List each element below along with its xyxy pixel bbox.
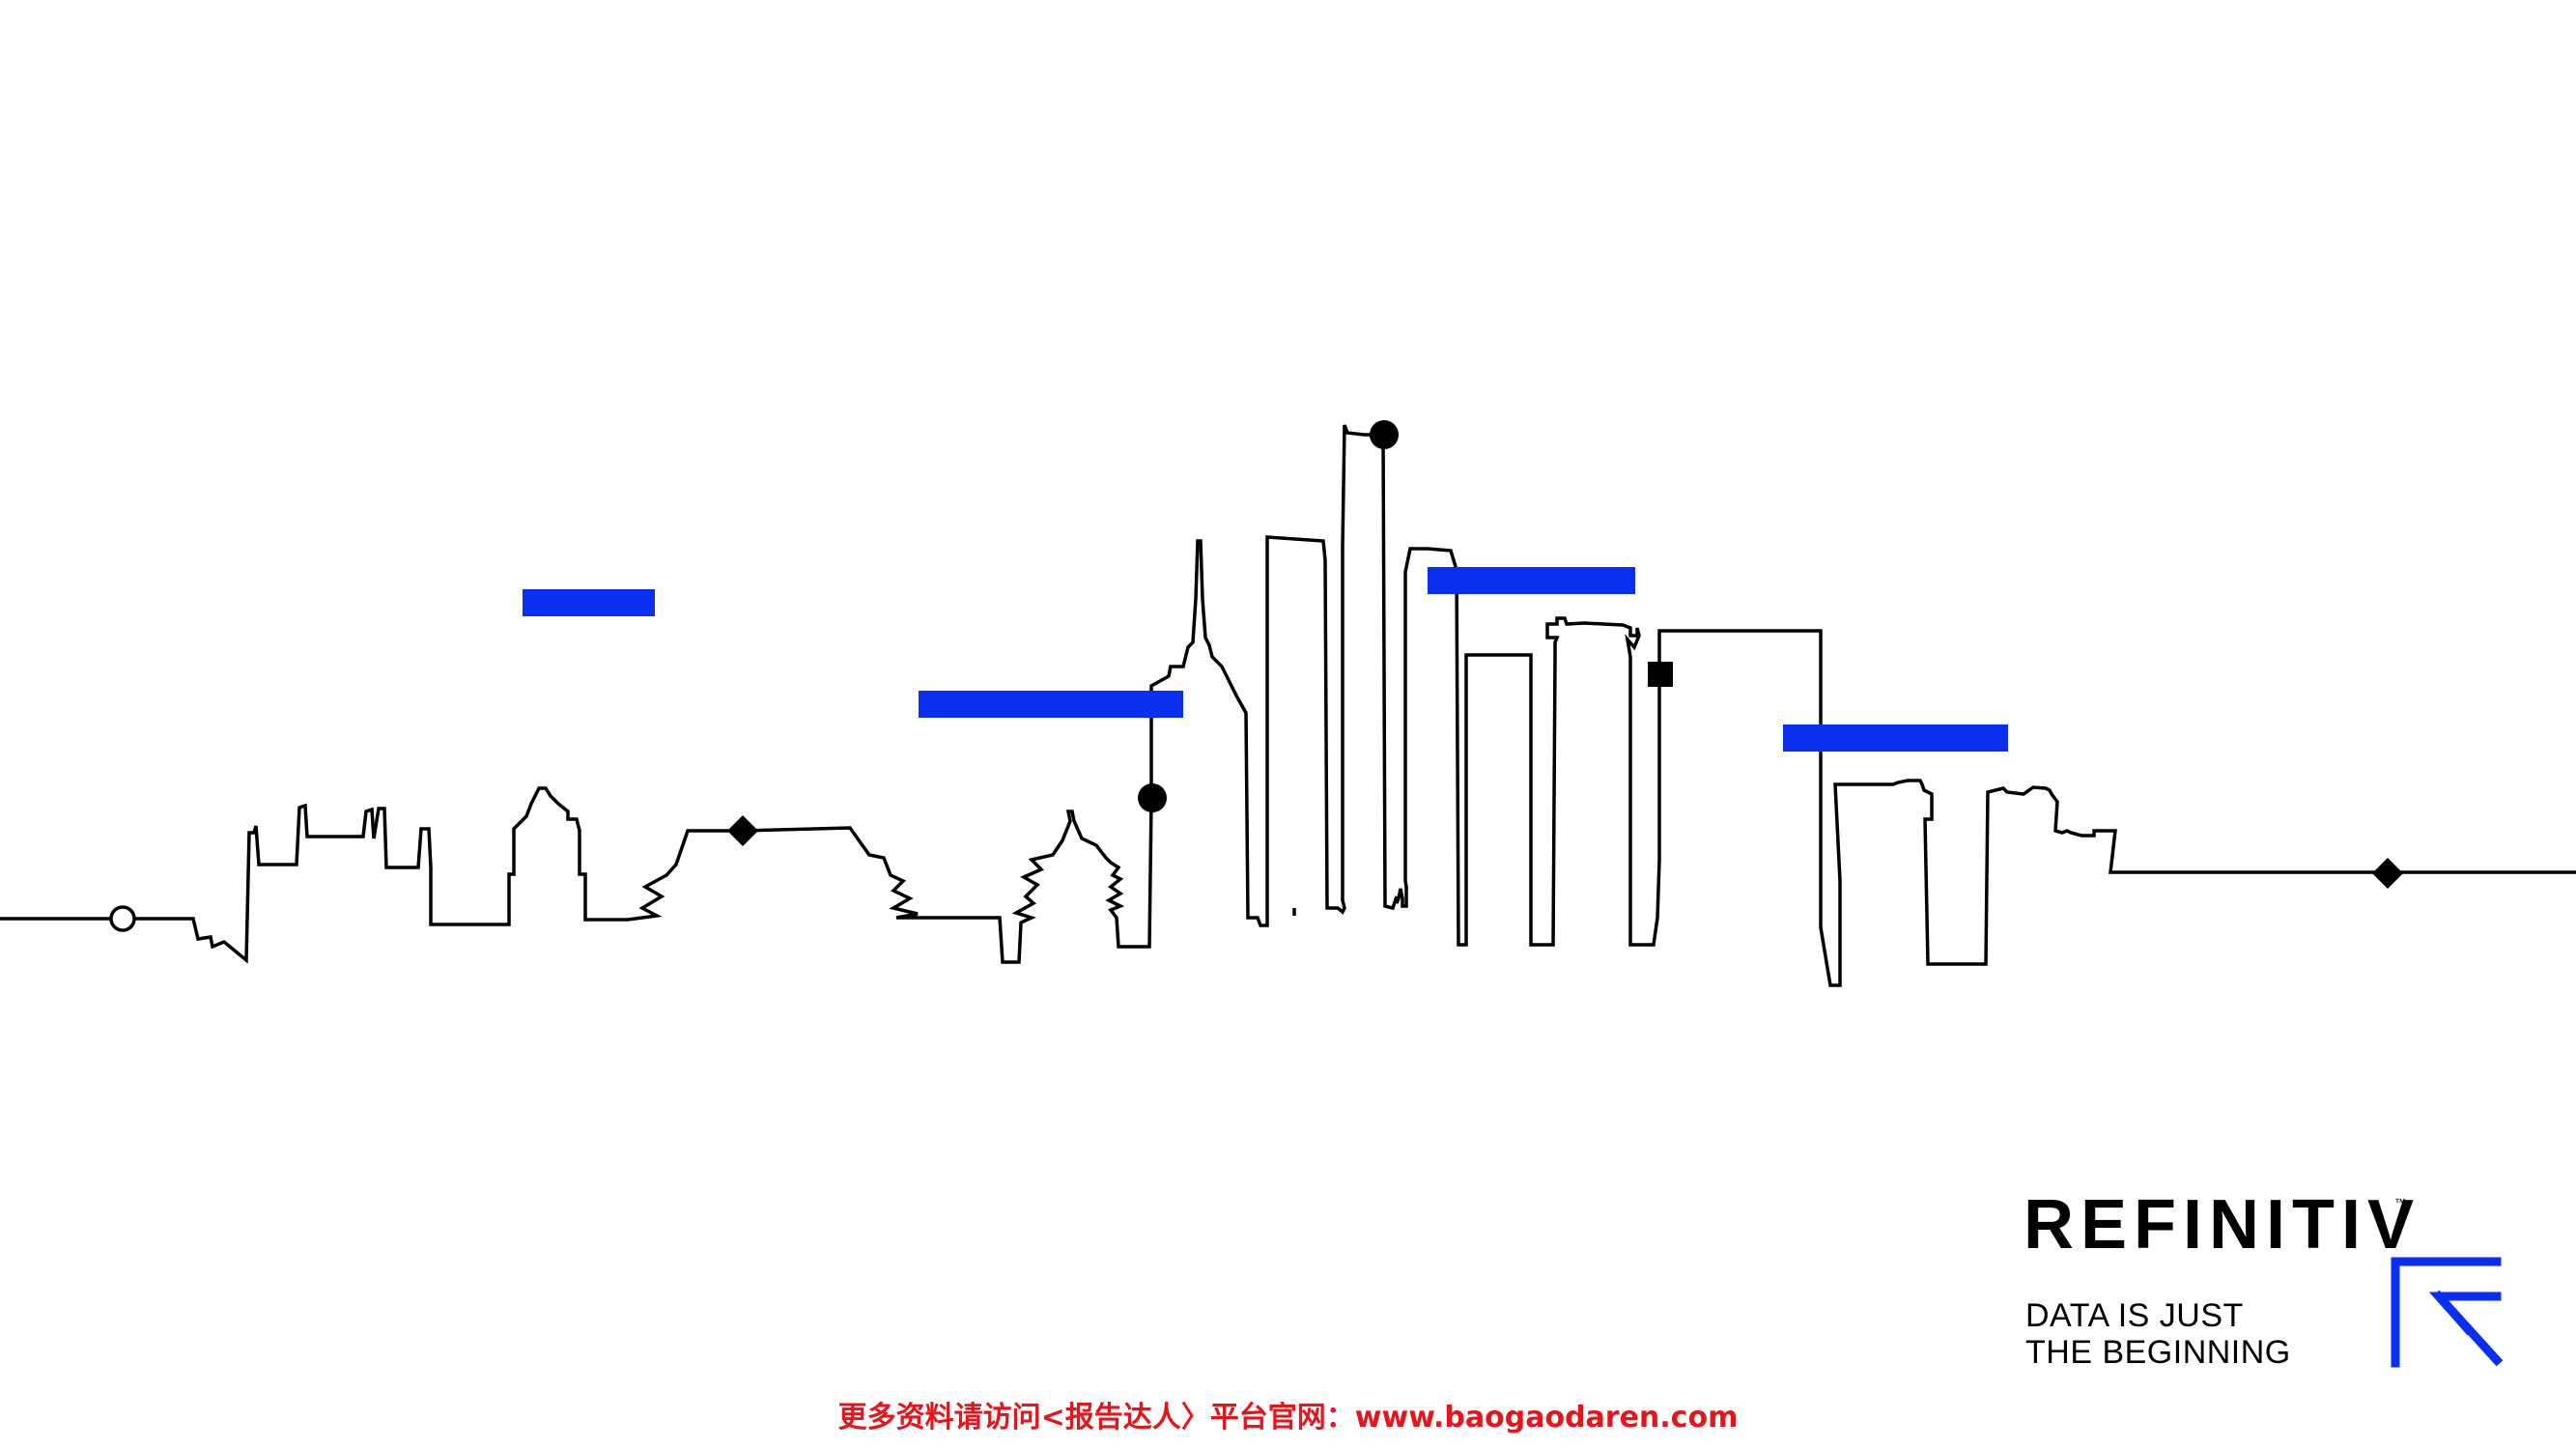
brand-logo-block: REFINITIV ™ DATA IS JUST THE BEGINNING: [2024, 1186, 2545, 1379]
skyline-line-center: [1149, 424, 2576, 987]
diamond-marker-icon: [727, 815, 758, 846]
watermark-footer-text: 更多资料请访问<报告达人〉平台官网：www.baogaodaren.com: [837, 1401, 1739, 1435]
brand-wordmark: REFINITIV: [2024, 1186, 2421, 1264]
square-marker-icon: [1648, 662, 1673, 687]
tagline-line-1: DATA IS JUST: [2025, 1297, 2244, 1334]
brand-name: REFINITIV: [2024, 1186, 2420, 1264]
skyline-line-left: [0, 786, 1153, 964]
circle-marker-icon: [1138, 783, 1167, 812]
trademark-symbol: ™: [2394, 1196, 2406, 1209]
refinitiv-r-mark-icon: [2391, 1257, 2504, 1368]
tagline-line-2: THE BEGINNING: [2025, 1334, 2291, 1371]
accent-bar-1: [523, 589, 655, 616]
circle-marker-icon: [1370, 420, 1399, 449]
open-circle-marker-icon: [109, 905, 136, 932]
accent-bar-2: [919, 691, 1183, 718]
diamond-marker-icon: [2372, 858, 2403, 889]
accent-bar-3: [1428, 567, 1635, 594]
brand-tagline: DATA IS JUST THE BEGINNING: [2025, 1297, 2291, 1371]
accent-bar-4: [1783, 724, 2008, 752]
